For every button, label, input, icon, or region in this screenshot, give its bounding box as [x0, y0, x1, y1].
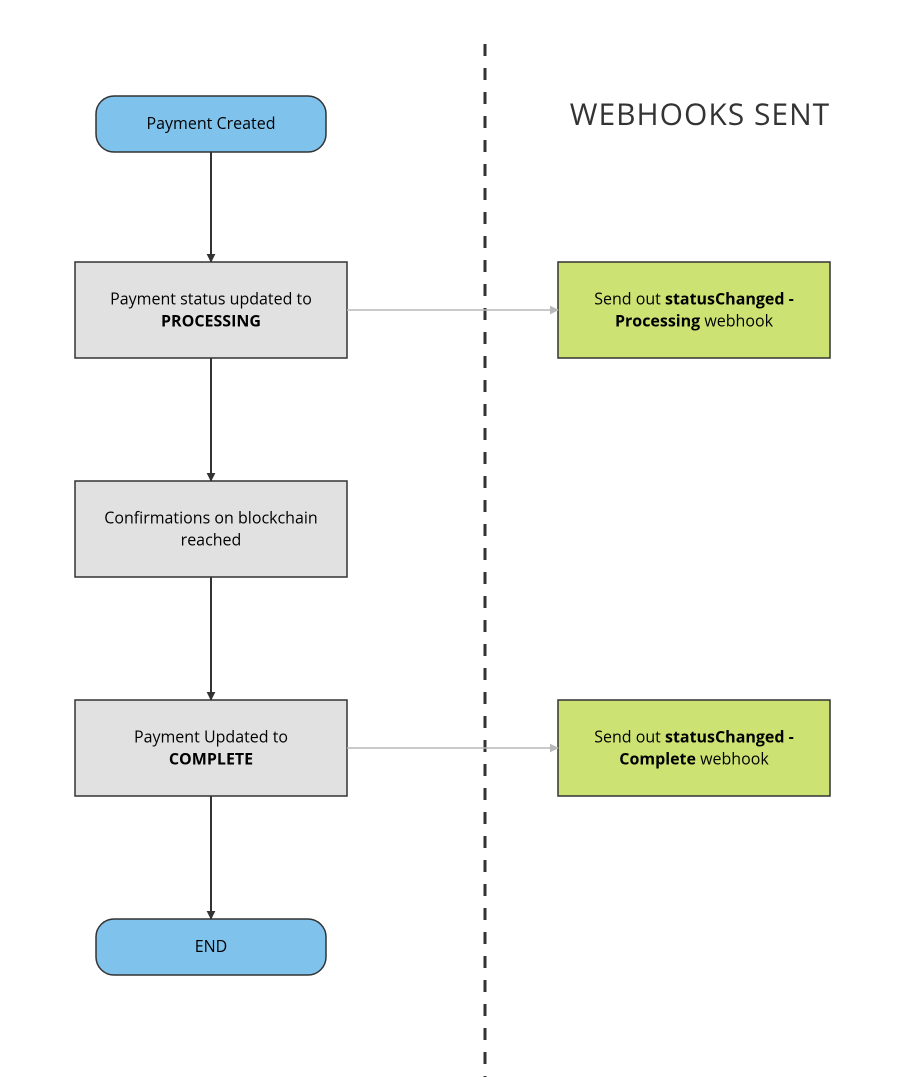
- node-wh_complete-line-0: Send out statusChanged -: [594, 726, 794, 748]
- node-complete-line-1: COMPLETE: [169, 748, 253, 770]
- node-complete: Payment Updated toCOMPLETE: [75, 700, 347, 796]
- node-start: Payment Created: [96, 96, 326, 152]
- webhooks-title: WEBHOOKS SENT: [570, 93, 830, 134]
- node-confirm-line-1: reached: [181, 529, 242, 551]
- node-wh_complete: Send out statusChanged -Complete webhook: [558, 700, 830, 796]
- node-confirm: Confirmations on blockchainreached: [75, 481, 347, 577]
- node-complete-line-0: Payment Updated to: [134, 726, 288, 748]
- node-processing-line-1: PROCESSING: [161, 310, 261, 332]
- node-processing: Payment status updated toPROCESSING: [75, 262, 347, 358]
- node-processing-line-0: Payment status updated to: [110, 288, 312, 310]
- node-wh_processing-line-1: Processing webhook: [615, 310, 774, 332]
- node-end: END: [96, 919, 326, 975]
- node-wh_processing: Send out statusChanged -Processing webho…: [558, 262, 830, 358]
- node-confirm-line-0: Confirmations on blockchain: [104, 507, 317, 529]
- node-start-line-0: Payment Created: [147, 112, 276, 134]
- node-wh_complete-line-1: Complete webhook: [619, 748, 769, 770]
- flowchart-canvas: WEBHOOKS SENT Payment Created Payment stat…: [0, 0, 919, 1087]
- node-end-line-0: END: [195, 935, 228, 957]
- node-wh_processing-line-0: Send out statusChanged -: [594, 288, 794, 310]
